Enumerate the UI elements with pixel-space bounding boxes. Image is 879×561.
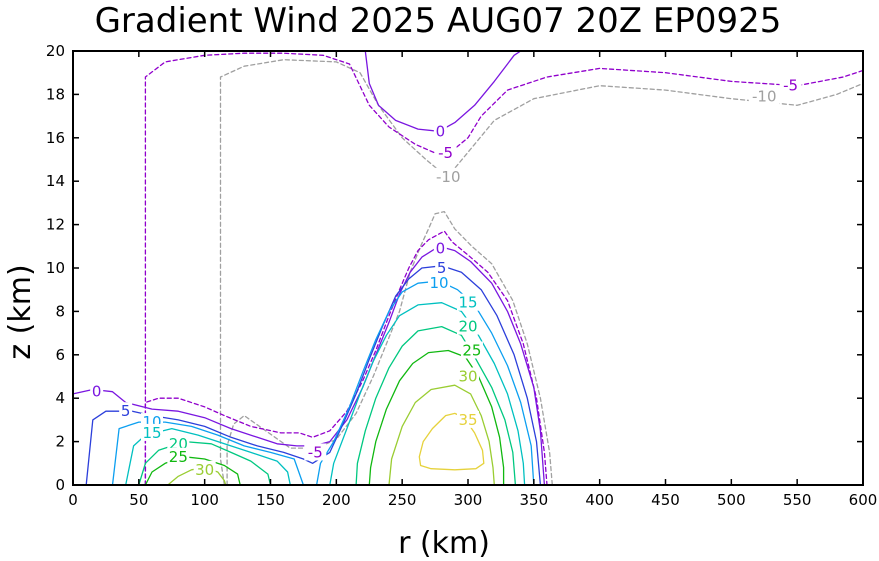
contour-label-bg [141, 423, 163, 441]
contour-line-neg10 [219, 59, 864, 486]
contour-label: 5 [121, 402, 131, 420]
contour-label-bg [435, 259, 449, 276]
contour-label: -5 [438, 144, 453, 162]
y-tick-label: 2 [55, 433, 65, 451]
contour-label-bg [457, 367, 479, 385]
contour-label: 0 [436, 239, 446, 257]
contour-label: 15 [458, 294, 477, 312]
contour-label: 0 [436, 122, 446, 140]
contour-line-25 [144, 349, 505, 486]
x-tick-label: 250 [388, 491, 417, 509]
contour-label-bg [167, 434, 190, 452]
contour-label: 20 [458, 318, 477, 336]
x-tick-label: 600 [849, 491, 878, 509]
contour-label-bg [119, 402, 133, 420]
contour-label-bg [90, 382, 104, 400]
contour-label: 35 [458, 411, 477, 429]
contour-label: -5 [308, 443, 323, 461]
y-tick-label: 18 [46, 85, 65, 103]
contour-line-10 [111, 280, 535, 486]
x-axis: 0 50 100 150 200 250 300 350 400 450 500 550 600 [68, 51, 877, 509]
x-tick-label: 550 [783, 491, 812, 509]
x-tick-label: 0 [68, 491, 78, 509]
contour-label-bg [434, 143, 457, 161]
contour-label-bg [779, 76, 802, 94]
contour-label: -10 [752, 88, 777, 106]
y-tick-label: 0 [55, 476, 65, 494]
x-tick-label: 150 [256, 491, 285, 509]
x-tick-label: 300 [454, 491, 483, 509]
contour-label: -5 [783, 77, 798, 95]
y-tick-label: 20 [46, 42, 65, 60]
contour-label: 25 [169, 448, 188, 466]
x-tick-label: 450 [651, 491, 680, 509]
contour-label: 10 [429, 274, 448, 292]
contour-label: -10 [436, 168, 461, 186]
y-tick-label: 6 [55, 346, 65, 364]
x-tick-label: 200 [322, 491, 351, 509]
contour-label-bg [193, 460, 216, 478]
contour-label-bg [748, 87, 780, 105]
contour-line-neg10 [226, 210, 553, 486]
y-tick-label: 10 [46, 259, 65, 277]
x-tick-label: 500 [717, 491, 746, 509]
y-tick-label: 14 [46, 172, 65, 190]
contour-label-bg [428, 274, 451, 292]
x-tick-label: 100 [190, 491, 219, 509]
contour-label-bg [304, 443, 327, 461]
contour-label-bg [433, 122, 447, 140]
x-axis-label: r (km) [398, 526, 490, 561]
contour-label-bg [432, 167, 464, 185]
x-tick-label: 350 [520, 491, 549, 509]
contour-label-bg [457, 317, 479, 335]
y-axis-label: z (km) [3, 264, 38, 359]
contour-label: 30 [458, 368, 477, 386]
contour-label-bg [457, 293, 479, 311]
contour-line-20 [138, 325, 517, 486]
contour-label: 30 [195, 461, 214, 479]
y-axis: 0 2 4 6 8 10 12 14 16 18 20 [46, 42, 863, 494]
y-tick-label: 12 [46, 216, 65, 234]
contour-line-5 [85, 265, 542, 486]
chart-title: Gradient Wind 2025 AUG07 20Z EP0925 [95, 1, 782, 41]
contour-label: 5 [437, 259, 447, 277]
x-tick-label: 400 [585, 491, 614, 509]
contour-line-15 [125, 302, 526, 486]
contour-line-30 [388, 384, 495, 486]
y-tick-label: 8 [55, 302, 65, 320]
contour-label: 25 [462, 341, 481, 359]
contour-label-bg [433, 239, 447, 257]
y-tick-label: 16 [46, 129, 65, 147]
contour-label-bg [457, 410, 479, 428]
contour-line-neg5 [144, 52, 864, 486]
contour-line-neg5 [144, 230, 548, 486]
y-tick-label: 4 [55, 389, 65, 407]
contour-label: 0 [92, 383, 102, 401]
contour-label-bg [167, 447, 190, 465]
x-tick-label: 50 [129, 491, 148, 509]
contour-label: 15 [142, 424, 161, 442]
contour-label-bg [460, 341, 483, 359]
